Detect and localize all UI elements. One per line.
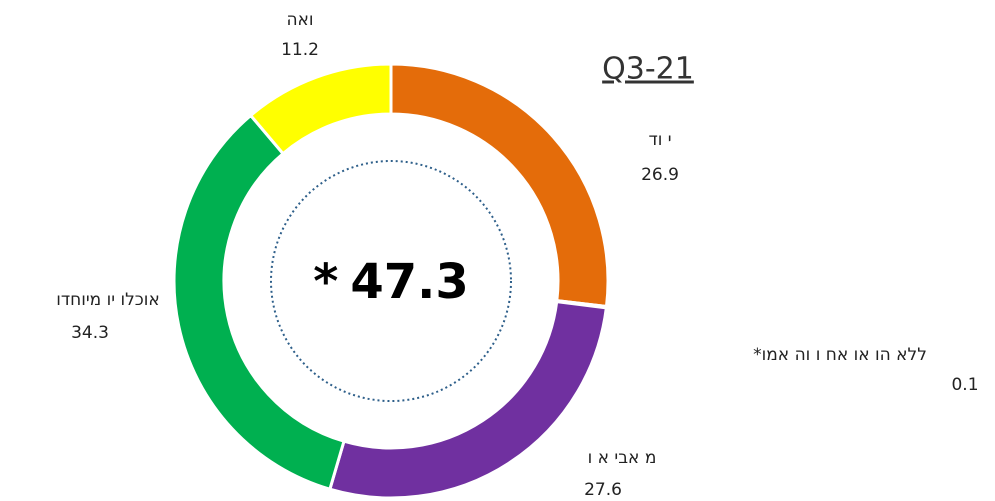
segment-label: מ אבי א ו	[588, 448, 657, 468]
donut-segment	[328, 299, 609, 500]
center-ring	[270, 160, 512, 402]
donut-segment	[248, 62, 393, 156]
segment-label: י וד	[648, 130, 671, 150]
segment-value: 34.3	[71, 323, 109, 343]
segment-value: 11.2	[281, 40, 319, 60]
segment-value: 27.6	[584, 480, 622, 500]
segment-label: ואה	[286, 10, 313, 30]
donut-segment	[172, 113, 346, 492]
center-marker: *	[313, 254, 338, 310]
segment-value: 0.1	[951, 375, 978, 395]
chart-title: Q3-21	[602, 52, 694, 87]
center-value: 47.3	[350, 254, 468, 310]
segment-label: *ללא הו או אח ו וה אמו	[753, 345, 927, 365]
center-label: * 47.3	[313, 254, 469, 310]
segment-label: אוכלו יו מיוחדו	[56, 290, 160, 310]
segment-value: 26.9	[641, 165, 679, 185]
